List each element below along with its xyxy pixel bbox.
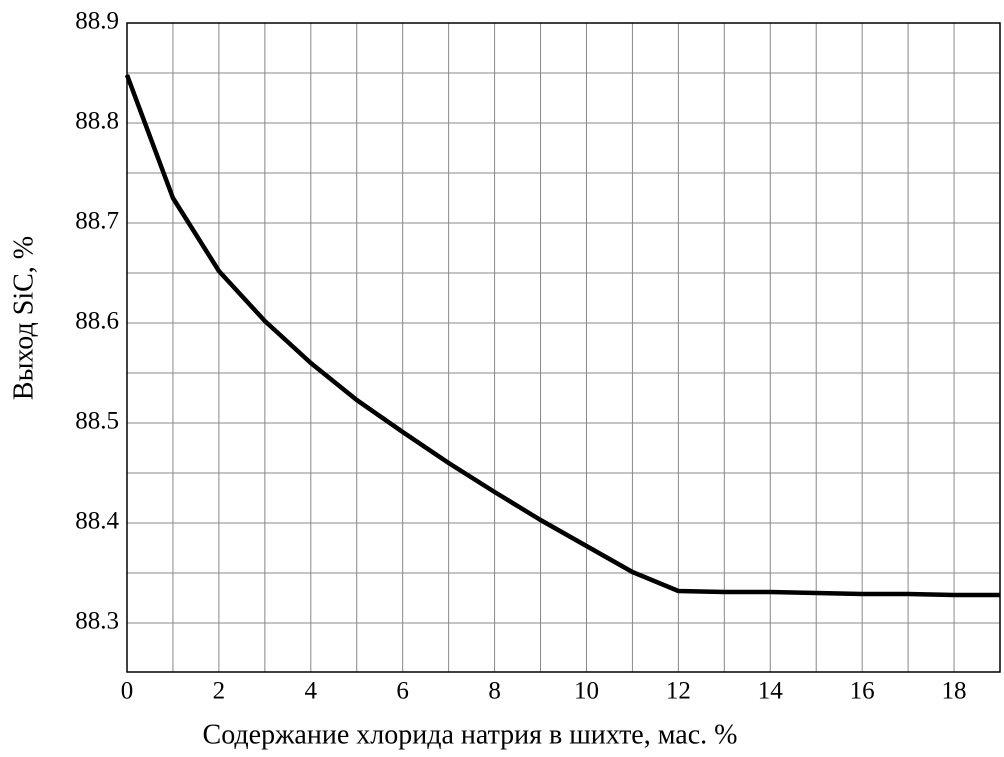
- plot-frame: [126, 22, 1001, 673]
- data-line: [124, 74, 1000, 598]
- y-axis-label: Выход SiC, %: [8, 236, 39, 400]
- x-tick-label: 12: [666, 678, 691, 705]
- x-tick-label: 4: [305, 678, 318, 705]
- x-tick-label: 8: [488, 678, 501, 705]
- y-tick-label: 88.9: [75, 8, 119, 35]
- x-axis-label: Содержание хлорида натрия в шихте, мас. …: [203, 719, 738, 750]
- x-tick-label: 0: [121, 678, 134, 705]
- y-tick-label: 88.5: [75, 408, 119, 435]
- x-tick-label: 14: [758, 678, 784, 705]
- y-tick-label: 88.7: [75, 208, 119, 235]
- y-tick-label: 88.3: [75, 608, 119, 635]
- x-tick-label: 16: [850, 678, 875, 705]
- y-tick-label: 88.4: [75, 508, 119, 535]
- y-tick-label: 88.6: [75, 308, 119, 335]
- x-tick-label: 2: [213, 678, 226, 705]
- x-tick-label: 6: [396, 678, 409, 705]
- x-tick-label: 18: [942, 678, 967, 705]
- x-tick-label: 10: [574, 678, 599, 705]
- y-tick-label: 88.8: [75, 108, 119, 135]
